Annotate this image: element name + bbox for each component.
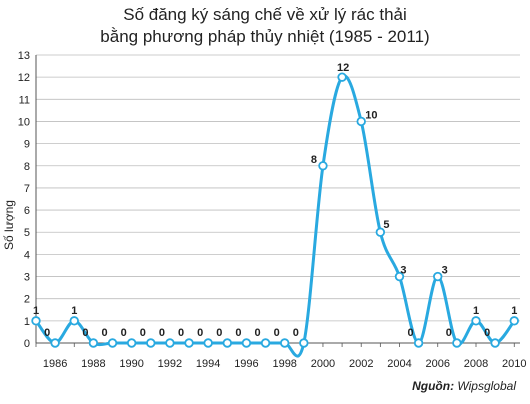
y-tick-label-12: 12 xyxy=(18,72,30,84)
grid-lines xyxy=(36,54,520,322)
y-tick-label-1: 1 xyxy=(24,316,30,328)
y-tick-label-3: 3 xyxy=(24,272,30,284)
source-label: Nguồn: xyxy=(412,379,455,393)
data-point-1991 xyxy=(146,338,156,348)
chart-title-line-1: Số đăng ký sáng chế về xử lý rác thải xyxy=(123,5,407,24)
y-tick-label-11: 11 xyxy=(19,94,30,106)
data-point-2008 xyxy=(471,316,481,326)
data-label-2010: 1 xyxy=(511,305,517,317)
data-label-1985: 1 xyxy=(33,305,39,317)
y-tick-label-10: 10 xyxy=(18,116,30,128)
data-label-2007: 0 xyxy=(446,327,452,339)
series-path xyxy=(34,74,516,358)
x-tick-label-2000: 2000 xyxy=(311,358,335,370)
data-label-1993: 0 xyxy=(178,327,184,339)
x-tick-label-1998: 1998 xyxy=(272,358,296,370)
data-point-2005 xyxy=(413,338,424,348)
data-point-2002 xyxy=(356,116,366,127)
y-tick-label-9: 9 xyxy=(24,139,30,151)
data-label-2006: 3 xyxy=(442,265,448,277)
data-point-1993 xyxy=(184,338,194,348)
data-label-1990: 0 xyxy=(121,327,127,339)
x-tick-label-2006: 2006 xyxy=(425,358,449,370)
data-label-1994: 0 xyxy=(197,327,203,339)
x-tick-label-2008: 2008 xyxy=(464,358,488,370)
x-tick-label-1990: 1990 xyxy=(119,358,143,370)
chart-title: Số đăng ký sáng chế về xử lý rác thải bằ… xyxy=(0,4,530,48)
x-tick-label-1994: 1994 xyxy=(196,358,220,370)
data-label-1999: 0 xyxy=(293,327,299,339)
data-label-1997: 0 xyxy=(255,327,261,339)
data-point-2007 xyxy=(452,338,462,348)
data-point-1999 xyxy=(299,338,309,348)
data-point-1986 xyxy=(50,338,60,348)
data-point-1988 xyxy=(88,338,99,348)
data-point-1997 xyxy=(260,338,271,348)
y-tick-label-4: 4 xyxy=(24,249,30,261)
data-point-2010 xyxy=(509,316,519,326)
data-label-1992: 0 xyxy=(159,327,165,339)
data-label-2001: 12 xyxy=(337,62,349,74)
data-point-1990 xyxy=(126,338,137,348)
source-note: Nguồn: Wipsglobal xyxy=(412,379,516,393)
series-line xyxy=(34,74,516,358)
y-axis-title: Số lượng xyxy=(2,200,16,250)
data-label-2005: 0 xyxy=(408,327,414,339)
data-label-1991: 0 xyxy=(140,327,146,339)
y-tick-label-5: 5 xyxy=(24,227,30,239)
data-label-1988: 0 xyxy=(82,327,88,339)
data-label-2002: 10 xyxy=(365,109,377,121)
source-text: Wipsglobal xyxy=(457,379,516,393)
data-label-1998: 0 xyxy=(274,327,280,339)
y-tick-label-7: 7 xyxy=(24,183,30,195)
data-label-1987: 1 xyxy=(71,305,77,317)
y-tick-label-0: 0 xyxy=(24,338,30,350)
y-tick-label-13: 13 xyxy=(18,50,30,62)
data-point-2003 xyxy=(375,227,386,237)
data-label-2000: 8 xyxy=(311,154,317,166)
x-tick-label-2004: 2004 xyxy=(387,358,411,370)
x-tick-label-1996: 1996 xyxy=(234,358,258,370)
data-point-1996 xyxy=(241,338,252,348)
data-label-2009: 0 xyxy=(484,327,490,339)
data-point-2004 xyxy=(394,271,405,282)
data-point-2006 xyxy=(433,271,443,282)
y-tick-label-2: 2 xyxy=(24,294,30,306)
data-label-2003: 5 xyxy=(383,219,389,231)
data-point-1987 xyxy=(69,316,79,326)
x-tick-label-1986: 1986 xyxy=(43,358,67,370)
data-point-2000 xyxy=(318,161,328,171)
data-label-2008: 1 xyxy=(473,305,479,317)
data-label-1995: 0 xyxy=(216,327,222,339)
x-tick-label-2002: 2002 xyxy=(349,358,373,370)
x-tick-label-1988: 1988 xyxy=(81,358,105,370)
x-tick-label-2010: 2010 xyxy=(502,358,526,370)
data-label-1986: 0 xyxy=(44,327,50,339)
chart-title-line-2: bằng phương pháp thủy nhiệt (1985 - 2011… xyxy=(100,27,430,46)
y-tick-label-6: 6 xyxy=(24,205,30,217)
data-label-2004: 3 xyxy=(400,265,406,277)
data-point-1994 xyxy=(203,338,213,348)
data-point-1985 xyxy=(31,316,41,326)
x-tick-label-1992: 1992 xyxy=(158,358,182,370)
data-label-1996: 0 xyxy=(235,327,241,339)
data-points xyxy=(31,72,519,348)
data-point-2001 xyxy=(337,72,347,82)
data-label-1989: 0 xyxy=(101,327,107,339)
y-tick-label-8: 8 xyxy=(24,161,30,173)
data-point-1989 xyxy=(107,338,118,348)
data-point-2009 xyxy=(490,338,500,348)
data-point-1995 xyxy=(222,338,233,348)
data-point-1992 xyxy=(165,338,175,348)
data-point-1998 xyxy=(279,338,290,348)
